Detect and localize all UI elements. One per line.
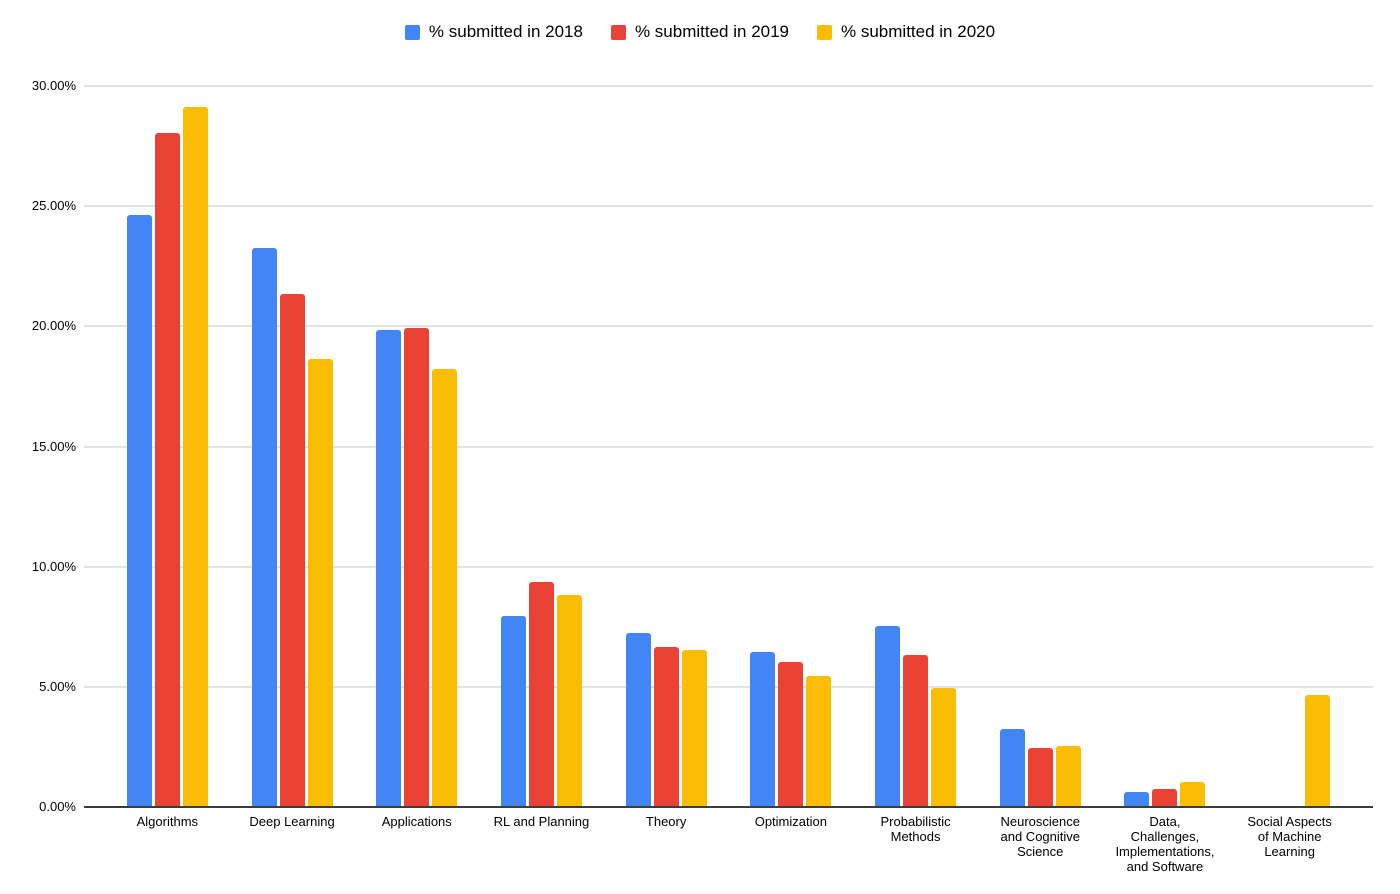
y-axis-tick-label: 10.00% [31,558,76,574]
y-axis-tick-label: 25.00% [31,198,76,214]
bar[interactable] [307,358,333,806]
legend-item[interactable]: % submitted in 2018 [404,22,583,42]
bar[interactable] [528,582,554,806]
x-axis-tick-label: Deep Learning [249,814,335,829]
bar[interactable] [681,649,707,806]
legend-item[interactable]: % submitted in 2019 [610,22,790,42]
x-axis-tick-label: Social Aspects of Machine Learning [1247,814,1332,859]
bar[interactable] [999,729,1025,806]
y-axis-tick-label: 5.00% [39,678,76,694]
bar[interactable] [1055,745,1081,806]
bar[interactable] [1152,789,1178,806]
gridline [84,85,1373,87]
legend-swatch-icon [610,24,626,40]
x-axis-tick-label: Theory [645,814,687,829]
bar[interactable] [404,327,430,806]
y-axis-tick-label: 30.00% [31,78,76,93]
x-axis-line [84,806,1373,808]
bar[interactable] [154,133,180,806]
bar[interactable] [376,330,402,806]
y-axis-tick-label: 15.00% [31,438,76,454]
legend-swatch-icon [404,24,420,40]
x-axis-tick-label: Applications [381,814,452,829]
bar[interactable] [653,647,679,806]
x-axis-tick-label: Data, Challenges, Implementations, and S… [1115,814,1215,874]
bar[interactable] [778,661,804,806]
bar[interactable] [279,294,305,806]
bar[interactable] [1124,791,1150,806]
bar[interactable] [875,625,901,806]
gridline [84,445,1373,448]
bar[interactable] [432,368,458,806]
bar[interactable] [625,632,651,806]
gridline [84,685,1373,688]
bar[interactable] [931,688,957,806]
legend-label: % submitted in 2019 [634,22,790,41]
x-axis-tick-label: RL and Planning [493,814,590,829]
bar[interactable] [182,106,208,806]
legend: % submitted in 2018 % submitted in 2019 % … [0,22,1400,42]
gridline [84,565,1373,568]
bar[interactable] [806,676,832,806]
bar[interactable] [1180,781,1206,806]
bar[interactable] [750,652,776,806]
bar[interactable] [126,214,152,806]
gridline [84,205,1373,208]
bar[interactable] [1305,695,1331,806]
y-axis-tick-label: 0.00% [39,799,76,814]
bar[interactable] [500,616,526,806]
bar[interactable] [903,654,929,806]
bar[interactable] [556,594,582,806]
x-axis-tick-label: Probabilistic Methods [880,814,951,844]
x-axis-tick-label: Algorithms [136,814,199,829]
y-axis-tick-label: 20.00% [31,318,76,334]
legend-item[interactable]: % submitted in 2020 [817,22,995,42]
bar[interactable] [251,248,277,806]
x-axis-tick-label: Neuroscience and Cognitive Science [1000,814,1081,859]
legend-swatch-icon [817,24,833,40]
x-axis-tick-label: Optimization [754,814,827,829]
gridline [84,325,1373,328]
bar[interactable] [1027,748,1053,806]
legend-label: % submitted in 2020 [841,22,996,41]
legend-label: % submitted in 2018 [428,22,583,41]
